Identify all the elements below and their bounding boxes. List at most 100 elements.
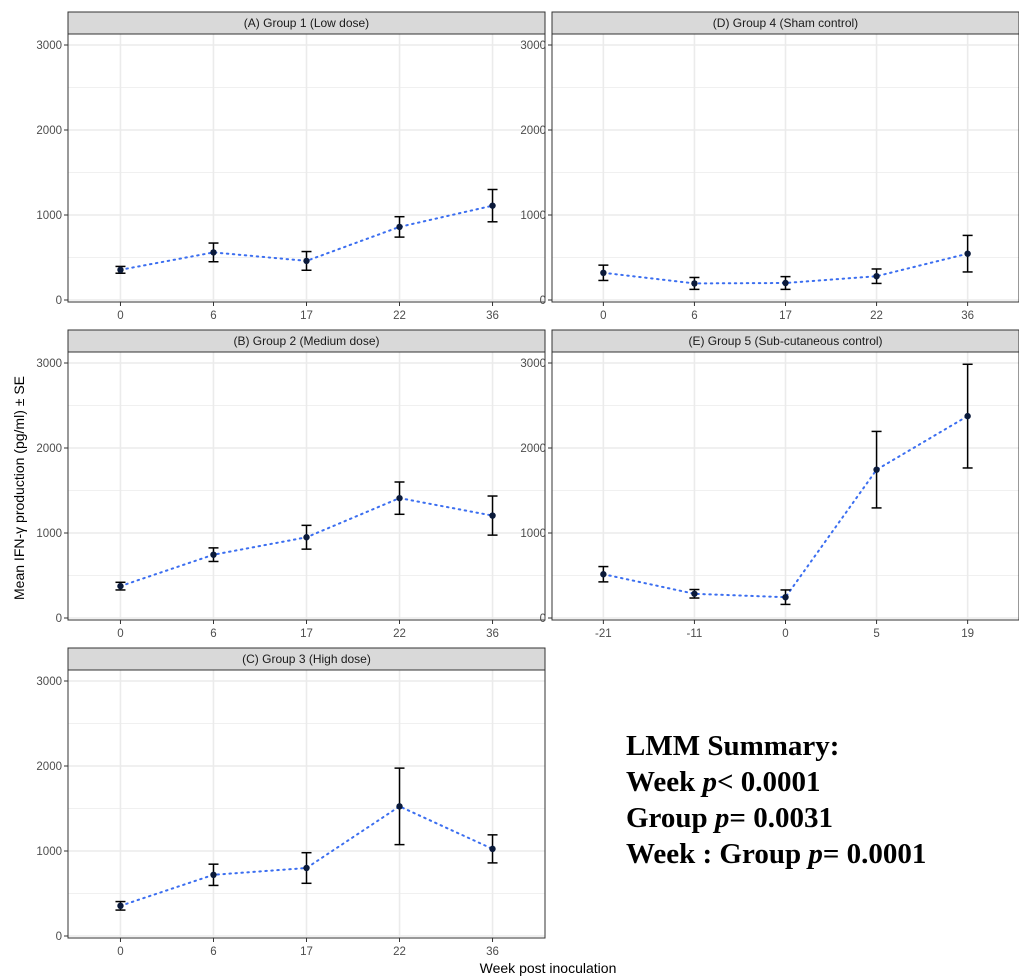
summary-interaction-value: = 0.0001	[822, 838, 927, 870]
x-tick-label: 6	[210, 946, 216, 958]
data-point	[117, 266, 124, 274]
y-tick-label: 0	[540, 613, 546, 625]
data-point	[489, 512, 496, 519]
data-point	[489, 845, 496, 853]
summary-title: LMM Summary:	[626, 730, 840, 762]
y-tick-label: 2000	[520, 125, 546, 137]
data-point	[117, 582, 124, 590]
data-point	[782, 593, 789, 601]
x-tick-label: 0	[782, 628, 788, 640]
y-tick-label: 2000	[36, 125, 62, 137]
data-point	[873, 466, 880, 473]
summary-week: Week p< 0.0001	[626, 764, 1016, 800]
chart-panels: (A) Group 1 (Low dose) 0 1000 2000 3000 0 6 17 2…	[36, 11, 1019, 958]
facet-panel: (D) Group 4 (Sham control) 0 1000 2000 3000 0…	[520, 11, 1019, 322]
x-tick-label: 6	[210, 310, 216, 322]
x-tick-label: 36	[486, 946, 499, 958]
facet-panel: (C) Group 3 (High dose) 0 1000 2000 3000 0 6 17…	[36, 647, 546, 958]
x-tick-label: 0	[117, 628, 123, 640]
data-point	[964, 412, 971, 420]
y-tick-label: 0	[56, 931, 62, 943]
y-tick-label: 3000	[36, 358, 62, 370]
data-point	[396, 803, 403, 810]
summary-interaction: Week : Group p= 0.0001	[626, 836, 1016, 872]
x-tick-label: 0	[117, 310, 123, 322]
data-point	[210, 249, 217, 256]
y-tick-label: 2000	[36, 443, 62, 455]
x-tick-label: 22	[393, 310, 406, 322]
x-tick-label: -21	[595, 628, 612, 640]
data-point	[600, 269, 607, 276]
data-point	[210, 551, 217, 558]
panel-title: (B) Group 2 (Medium dose)	[233, 334, 379, 348]
summary-group: Group p= 0.0031	[626, 800, 1016, 836]
facet-panel: (E) Group 5 (Sub-cutaneous control) 0 1000…	[520, 329, 1019, 640]
x-tick-label: 22	[870, 310, 883, 322]
data-point	[964, 250, 971, 257]
series-line	[602, 415, 969, 599]
y-tick-label: 3000	[520, 40, 546, 52]
x-tick-label: 5	[873, 628, 879, 640]
lmm-summary: LMM Summary: Week p< 0.0001 Group p= 0.0…	[626, 728, 1016, 872]
y-tick-label: 1000	[36, 210, 62, 222]
x-tick-label: 36	[486, 628, 499, 640]
y-tick-label: 1000	[520, 210, 546, 222]
x-tick-label: 17	[300, 946, 313, 958]
x-tick-label: 0	[117, 946, 123, 958]
x-axis-title: Week post inoculation	[480, 960, 617, 976]
x-tick-label: 19	[961, 628, 974, 640]
data-point	[303, 864, 310, 872]
data-point	[600, 571, 607, 578]
x-tick-label: 6	[210, 628, 216, 640]
x-tick-label: 6	[691, 310, 697, 322]
summary-week-value: < 0.0001	[717, 766, 821, 798]
y-tick-label: 0	[56, 295, 62, 307]
data-point	[873, 273, 880, 280]
panel-title: (A) Group 1 (Low dose)	[244, 16, 369, 30]
x-tick-label: 17	[779, 310, 792, 322]
series-line	[602, 252, 969, 285]
y-tick-label: 2000	[36, 761, 62, 773]
summary-group-label: Group	[626, 802, 715, 834]
y-tick-label: 1000	[36, 846, 62, 858]
y-tick-label: 0	[56, 613, 62, 625]
y-tick-label: 1000	[36, 528, 62, 540]
panel-title: (E) Group 5 (Sub-cutaneous control)	[688, 334, 882, 348]
y-tick-label: 3000	[36, 40, 62, 52]
data-point	[691, 590, 698, 597]
data-point	[782, 279, 789, 287]
data-point	[489, 202, 496, 209]
data-point	[396, 494, 403, 502]
summary-group-p: p	[714, 802, 730, 834]
facet-panel: (A) Group 1 (Low dose) 0 1000 2000 3000 0 6 17 2…	[36, 11, 546, 322]
data-point	[303, 257, 310, 265]
x-tick-label: 22	[393, 628, 406, 640]
data-point	[117, 902, 124, 910]
x-tick-label: -11	[687, 628, 703, 640]
facet-panel: (B) Group 2 (Medium dose) 0 1000 2000 3000 0 6…	[36, 329, 546, 640]
y-tick-label: 3000	[36, 676, 62, 688]
x-tick-label: 36	[486, 310, 499, 322]
data-point	[210, 871, 217, 878]
panel-title: (D) Group 4 (Sham control)	[713, 16, 858, 30]
summary-interaction-label: Week : Group	[626, 838, 809, 870]
summary-week-p: p	[702, 766, 718, 798]
y-tick-label: 1000	[520, 528, 546, 540]
x-tick-label: 22	[393, 946, 406, 958]
y-tick-label: 2000	[520, 443, 546, 455]
summary-week-label: Week	[626, 766, 703, 798]
data-point	[396, 223, 403, 231]
summary-group-value: = 0.0031	[729, 802, 833, 834]
data-point	[303, 534, 310, 541]
x-tick-label: 17	[300, 628, 313, 640]
y-tick-label: 3000	[520, 358, 546, 370]
x-tick-label: 17	[300, 310, 313, 322]
panel-title: (C) Group 3 (High dose)	[242, 652, 371, 666]
summary-interaction-p: p	[808, 838, 823, 870]
x-tick-label: 36	[961, 310, 974, 322]
y-axis-title: Mean IFN-γ production (pg/ml) ± SE	[11, 376, 27, 600]
y-tick-label: 0	[540, 295, 546, 307]
data-point	[691, 280, 698, 287]
x-tick-label: 0	[600, 310, 606, 322]
